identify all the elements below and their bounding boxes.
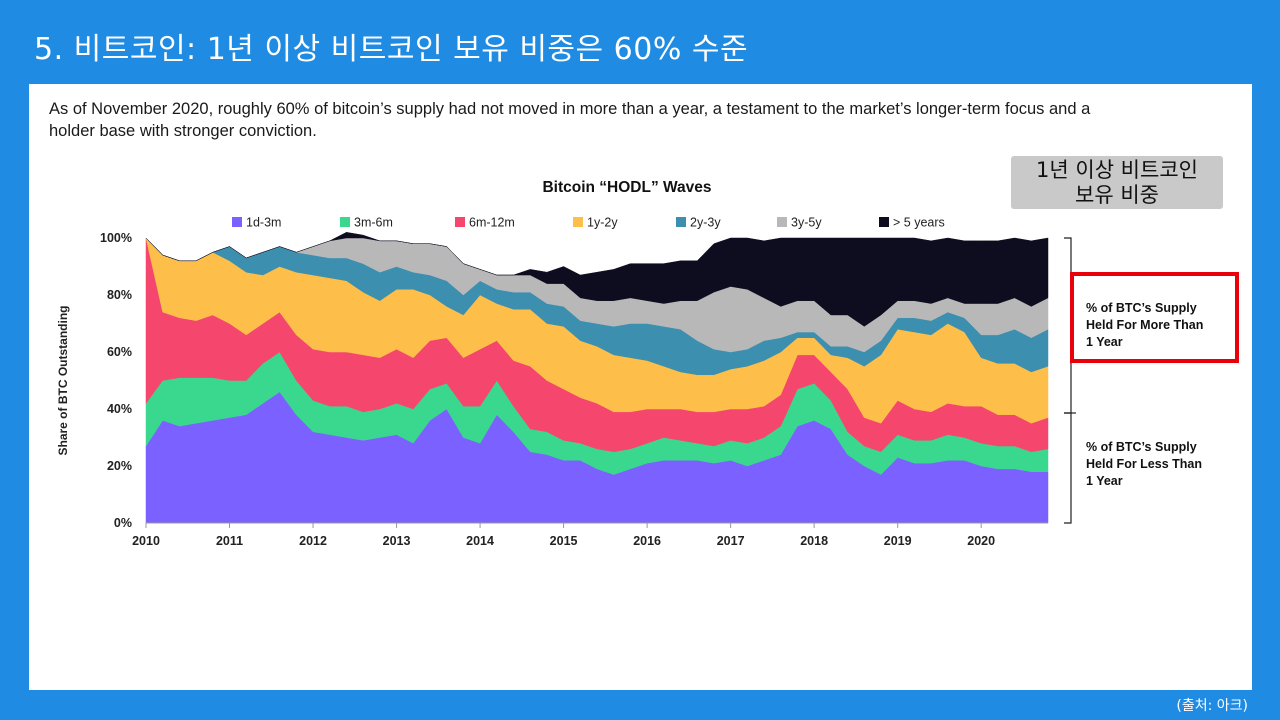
content-panel: As of November 2020, roughly 60% of bitc… bbox=[29, 84, 1252, 690]
y-tick-label: 60% bbox=[107, 345, 132, 359]
source-note: (출처: 아크) bbox=[1176, 698, 1248, 714]
legend-swatch bbox=[879, 217, 889, 227]
chart-area-layer bbox=[145, 232, 1049, 524]
x-tick-label: 2014 bbox=[466, 534, 494, 548]
chart-axes: 2010 2011 2012 2013 2014 2015 2016 2017 2018 2019… bbox=[56, 179, 1048, 548]
highlight-box bbox=[1070, 272, 1239, 363]
y-tick-label: 100% bbox=[100, 231, 132, 245]
bracket-less-than-1y bbox=[1064, 412, 1072, 524]
annotation-less-than-1y: % of BTC’s Supply bbox=[1086, 440, 1197, 454]
x-tick-label: 2018 bbox=[800, 534, 828, 548]
legend-label: 6m-12m bbox=[469, 216, 515, 230]
y-tick-label: 40% bbox=[107, 402, 132, 416]
legend-label: 1y-2y bbox=[587, 216, 618, 230]
legend-swatch bbox=[573, 217, 583, 227]
annotation-less-than-1y: Held For Less Than bbox=[1086, 457, 1202, 471]
y-axis-label: Share of BTC Outstanding bbox=[56, 306, 70, 456]
legend-swatch bbox=[777, 217, 787, 227]
slide-title: 5. 비트코인: 1년 이상 비트코인 보유 비중은 60% 수준 bbox=[34, 32, 749, 67]
legend-swatch bbox=[455, 217, 465, 227]
legend-label: 3y-5y bbox=[791, 216, 822, 230]
annotation-more-than-1y: % of BTC’s Supply bbox=[1086, 301, 1197, 315]
x-tick-label: 2013 bbox=[383, 534, 411, 548]
area-5-years bbox=[145, 232, 1049, 327]
x-tick-label: 2012 bbox=[299, 534, 327, 548]
chart-annotations: % of BTC’s Supply Held For More Than 1 Ye… bbox=[1064, 237, 1239, 524]
x-tick-label: 2011 bbox=[216, 534, 243, 548]
chart-title: Bitcoin “HODL” Waves bbox=[542, 179, 711, 196]
annotation-less-than-1y: 1 Year bbox=[1086, 474, 1123, 488]
x-tick-label: 2010 bbox=[132, 534, 160, 548]
legend-swatch bbox=[232, 217, 242, 227]
hodl-waves-chart: 2010 2011 2012 2013 2014 2015 2016 2017 2018 2019… bbox=[56, 179, 1239, 548]
chart-legend: 1d-3m 3m-6m 6m-12m 1y-2y 2y-3y 3y-5y > 5 years bbox=[232, 216, 945, 230]
korean-label-badge: 1년 이상 비트코인 보유 비중 bbox=[1011, 156, 1223, 209]
korean-label-text: 1년 이상 비트코인 보유 비중 bbox=[1036, 157, 1198, 207]
x-tick-label: 2015 bbox=[550, 534, 578, 548]
legend-label: > 5 years bbox=[893, 216, 945, 230]
y-tick-label: 0% bbox=[114, 516, 132, 530]
legend-label: 2y-3y bbox=[690, 216, 721, 230]
legend-label: 1d-3m bbox=[246, 216, 281, 230]
annotation-more-than-1y: 1 Year bbox=[1086, 335, 1123, 349]
y-tick-label: 20% bbox=[107, 459, 132, 473]
y-tick-label: 80% bbox=[107, 288, 132, 302]
x-tick-label: 2020 bbox=[967, 534, 995, 548]
annotation-more-than-1y: Held For More Than bbox=[1086, 318, 1203, 332]
chart-subtitle: As of November 2020, roughly 60% of bitc… bbox=[49, 100, 1091, 140]
x-tick-label: 2017 bbox=[717, 534, 745, 548]
legend-swatch bbox=[340, 217, 350, 227]
bracket-more-than-1y bbox=[1064, 237, 1072, 414]
legend-label: 3m-6m bbox=[354, 216, 393, 230]
x-tick-label: 2016 bbox=[633, 534, 661, 548]
legend-swatch bbox=[676, 217, 686, 227]
x-tick-label: 2019 bbox=[884, 534, 912, 548]
